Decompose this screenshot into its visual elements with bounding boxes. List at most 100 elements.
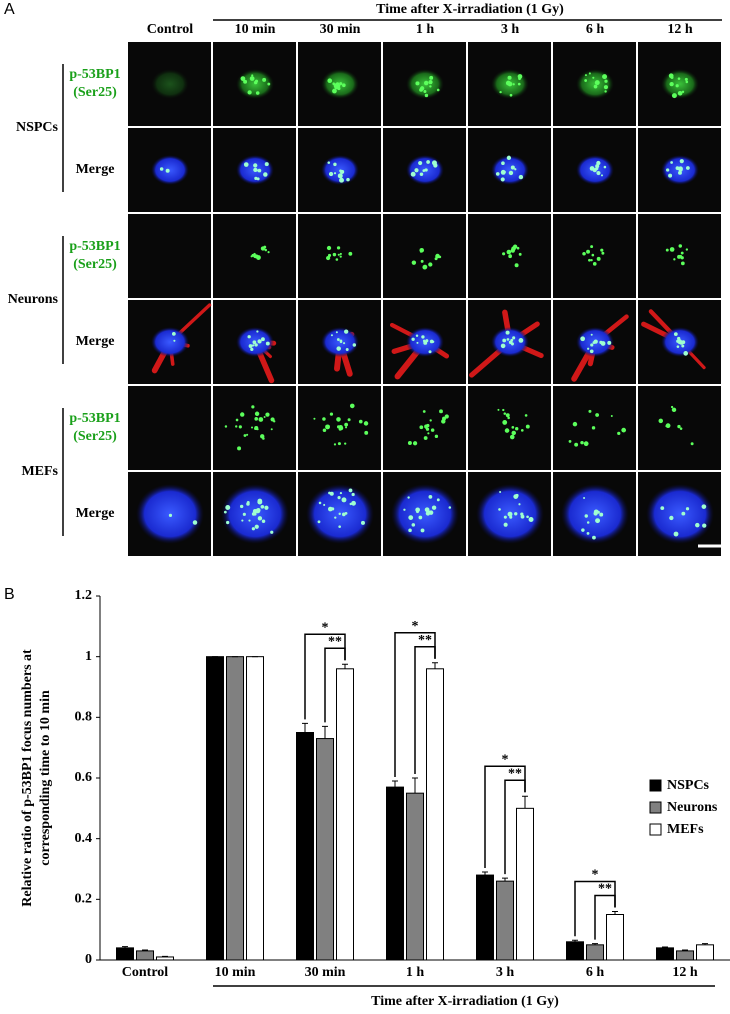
focus: [263, 245, 267, 249]
focus: [591, 253, 595, 257]
focus: [251, 527, 256, 531]
bar: [206, 656, 224, 961]
focus: [256, 330, 259, 333]
focus: [313, 417, 316, 420]
focus: [683, 351, 689, 356]
focus: [574, 442, 579, 447]
focus: [677, 254, 681, 259]
focus: [235, 418, 239, 422]
bar: [156, 956, 174, 961]
focus: [344, 442, 347, 445]
focus: [507, 81, 513, 87]
focus: [525, 424, 530, 429]
focus: [267, 251, 270, 254]
focus: [429, 85, 432, 88]
focus: [668, 73, 674, 79]
focus: [251, 512, 256, 516]
focus: [518, 174, 524, 180]
significance-label: *: [412, 619, 419, 634]
focus: [673, 531, 679, 537]
focus: [528, 516, 534, 522]
focus: [665, 425, 668, 428]
focus: [509, 434, 515, 440]
focus: [251, 405, 255, 409]
bar: [116, 947, 134, 961]
focus: [516, 246, 520, 250]
focus: [680, 261, 685, 266]
focus: [332, 82, 335, 86]
focus: [339, 491, 343, 495]
focus: [240, 412, 245, 417]
focus: [358, 419, 363, 424]
focus: [592, 261, 597, 266]
focus: [600, 248, 604, 252]
micrograph: [553, 214, 636, 298]
panel-label: B: [4, 586, 15, 603]
focus: [348, 488, 353, 493]
significance-label: **: [508, 766, 522, 781]
focus: [327, 161, 331, 164]
focus: [495, 172, 500, 176]
focus: [679, 159, 684, 164]
focus: [505, 330, 510, 335]
focus: [524, 414, 528, 417]
focus: [507, 511, 513, 517]
legend-swatch: [649, 801, 662, 814]
significance-bracket: [304, 633, 346, 720]
focus: [333, 162, 337, 167]
focus: [338, 512, 341, 516]
focus: [504, 428, 510, 433]
focus: [255, 91, 260, 95]
error-bar: [162, 955, 168, 957]
focus: [262, 77, 267, 82]
focus: [507, 75, 512, 80]
row-label: Merge: [76, 506, 115, 521]
bar: [566, 941, 584, 961]
focus: [339, 340, 343, 344]
focus: [422, 264, 428, 270]
focus: [497, 408, 500, 411]
focus: [596, 256, 601, 261]
focus: [344, 329, 349, 334]
focus: [341, 83, 346, 88]
focus: [243, 79, 248, 84]
focus: [332, 88, 337, 94]
focus: [593, 509, 599, 515]
focus: [584, 74, 587, 77]
nucleus: [646, 484, 714, 544]
error-bar: [342, 663, 348, 669]
x-tick-label: 1 h: [406, 965, 425, 980]
focus: [423, 89, 427, 94]
focus: [364, 430, 369, 435]
focus: [680, 256, 684, 260]
focus: [572, 421, 578, 427]
focus: [249, 76, 255, 81]
focus: [341, 497, 347, 503]
focus: [592, 535, 596, 540]
bar: [336, 668, 354, 961]
nucleus: [576, 69, 614, 99]
focus: [407, 441, 412, 445]
focus: [439, 409, 443, 414]
focus: [604, 79, 608, 83]
row-label: (Ser25): [73, 257, 117, 272]
focus: [603, 165, 607, 169]
focus: [408, 528, 412, 533]
focus: [498, 508, 501, 511]
focus: [336, 417, 341, 422]
focus: [686, 166, 690, 170]
focus: [411, 260, 417, 265]
focus: [192, 520, 198, 525]
focus: [660, 506, 665, 511]
focus: [502, 419, 508, 425]
focus: [257, 498, 263, 504]
x-tick-label: 10 min: [215, 965, 256, 980]
focus: [589, 349, 594, 354]
bar: [656, 947, 674, 961]
focus: [337, 496, 341, 500]
focus: [339, 169, 342, 173]
focus: [327, 78, 333, 84]
focus: [165, 168, 170, 173]
focus: [261, 519, 266, 523]
